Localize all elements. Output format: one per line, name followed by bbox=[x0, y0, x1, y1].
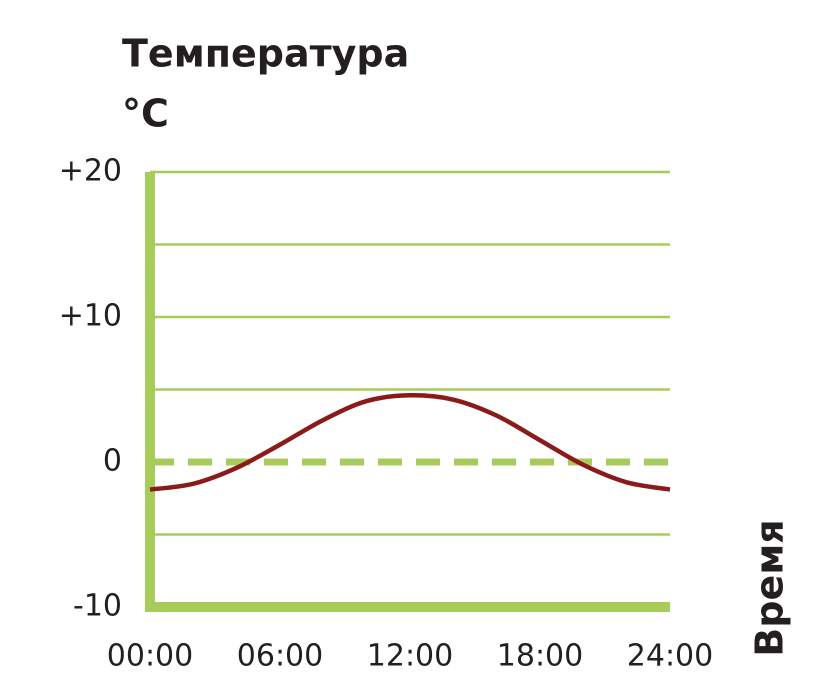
x-tick-label: 24:00 bbox=[627, 639, 713, 674]
x-axis-label: Время bbox=[748, 519, 792, 656]
y-tick-label: +10 bbox=[59, 299, 122, 334]
x-tick-label: 12:00 bbox=[367, 639, 453, 674]
x-tick-label: 00:00 bbox=[107, 639, 193, 674]
x-tick-label: 06:00 bbox=[237, 639, 323, 674]
x-tick-label: 18:00 bbox=[497, 639, 583, 674]
y-tick-label: +20 bbox=[59, 154, 122, 189]
chart-title: Температура bbox=[122, 32, 409, 76]
y-tick-label: 0 bbox=[103, 444, 122, 479]
y-unit: °C bbox=[122, 92, 169, 136]
y-tick-label: -10 bbox=[73, 589, 122, 624]
line bbox=[149, 393, 671, 492]
